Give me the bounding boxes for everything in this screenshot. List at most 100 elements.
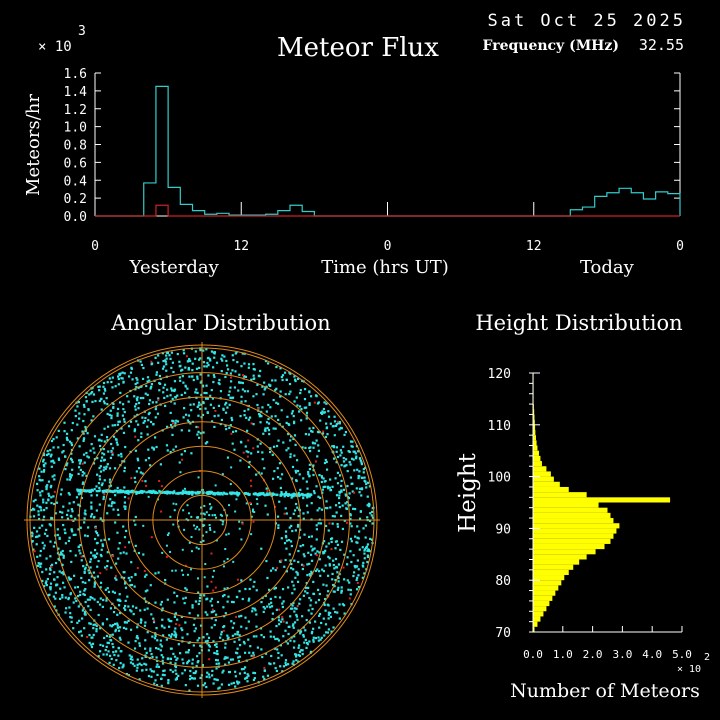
polar-point xyxy=(337,563,341,566)
polar-point xyxy=(174,422,177,425)
polar-point xyxy=(193,617,196,620)
polar-point xyxy=(146,393,149,397)
polar-point xyxy=(154,601,157,604)
polar-point xyxy=(277,651,280,655)
polar-point xyxy=(136,457,139,460)
polar-point xyxy=(210,626,213,629)
polar-point xyxy=(128,375,131,378)
polar-point xyxy=(112,623,115,627)
polar-point xyxy=(164,359,167,362)
polar-point xyxy=(122,626,126,629)
polar-point-band xyxy=(275,493,278,497)
polar-point xyxy=(112,435,116,438)
height-bar xyxy=(533,497,671,503)
polar-point xyxy=(215,643,218,646)
height-bar xyxy=(533,518,614,524)
polar-point xyxy=(88,633,91,637)
polar-point xyxy=(305,406,308,409)
height-y-tick-label: 100 xyxy=(488,471,511,486)
polar-point xyxy=(293,375,296,378)
polar-point-secondary xyxy=(184,564,187,567)
polar-point xyxy=(270,654,273,658)
polar-point xyxy=(338,603,341,606)
polar-point xyxy=(312,580,315,584)
polar-point xyxy=(70,429,73,432)
polar-point xyxy=(357,537,360,540)
polar-point xyxy=(244,400,247,403)
polar-point xyxy=(99,470,103,473)
polar-point xyxy=(139,609,142,612)
polar-point xyxy=(219,390,223,393)
polar-point xyxy=(99,650,102,653)
polar-point xyxy=(281,670,284,673)
polar-point xyxy=(196,614,200,617)
polar-point xyxy=(199,349,202,352)
polar-point xyxy=(288,382,292,386)
height-bar xyxy=(533,429,536,436)
polar-point xyxy=(48,494,51,497)
polar-point xyxy=(101,452,104,455)
polar-point xyxy=(147,412,150,416)
polar-point xyxy=(301,649,304,652)
polar-point xyxy=(197,404,200,407)
polar-point xyxy=(284,659,288,662)
polar-point xyxy=(114,521,117,524)
polar-point xyxy=(326,631,330,634)
polar-point xyxy=(130,583,134,587)
polar-point xyxy=(320,508,324,511)
polar-point xyxy=(52,545,55,548)
polar-point xyxy=(297,515,300,518)
polar-point-secondary xyxy=(296,604,299,607)
polar-point xyxy=(310,570,313,573)
polar-point xyxy=(317,639,320,642)
polar-point xyxy=(197,414,200,417)
polar-point xyxy=(309,574,312,577)
polar-point xyxy=(100,484,103,487)
polar-point xyxy=(232,430,235,433)
polar-point-band xyxy=(207,491,210,494)
polar-point xyxy=(338,496,341,500)
polar-point xyxy=(97,655,100,658)
polar-point xyxy=(226,600,229,603)
polar-point xyxy=(308,427,311,430)
polar-point xyxy=(178,360,181,363)
polar-point xyxy=(259,627,263,630)
polar-point xyxy=(207,374,210,377)
polar-point xyxy=(135,606,138,609)
polar-point-secondary xyxy=(250,422,253,425)
polar-point xyxy=(344,430,348,434)
polar-point xyxy=(53,571,56,574)
polar-point xyxy=(329,615,333,618)
polar-point xyxy=(340,489,343,492)
polar-point xyxy=(97,439,101,442)
polar-point xyxy=(127,541,131,544)
polar-point xyxy=(259,442,262,445)
polar-point xyxy=(161,634,165,637)
polar-point xyxy=(277,524,280,527)
polar-point xyxy=(123,501,126,504)
polar-point xyxy=(204,407,207,410)
polar-point xyxy=(86,534,89,538)
polar-point xyxy=(123,496,127,499)
polar-point-band xyxy=(266,493,269,497)
polar-point xyxy=(236,630,240,633)
polar-point xyxy=(306,592,309,595)
polar-point xyxy=(109,456,113,460)
polar-point xyxy=(283,565,286,568)
polar-point xyxy=(231,658,234,661)
polar-point xyxy=(297,491,300,495)
polar-point xyxy=(292,421,296,425)
polar-point xyxy=(143,419,146,423)
polar-point xyxy=(243,414,246,417)
polar-point xyxy=(306,487,309,490)
polar-point xyxy=(123,505,126,508)
polar-point xyxy=(144,647,147,650)
polar-point xyxy=(169,647,173,650)
polar-point xyxy=(49,588,52,591)
polar-point xyxy=(316,550,319,553)
polar-point xyxy=(105,645,108,648)
polar-point xyxy=(114,606,117,609)
polar-point xyxy=(89,558,92,561)
polar-point xyxy=(331,445,334,448)
height-x-multiplier: × 10 xyxy=(677,664,701,675)
